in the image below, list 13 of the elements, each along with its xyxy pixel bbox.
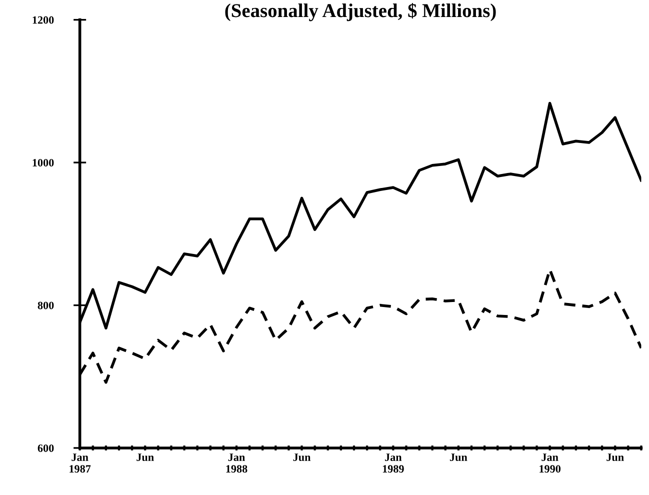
x-tick-label: Jun: [450, 454, 468, 462]
y-tick-label: 800: [38, 302, 54, 310]
x-tick-label: Jun: [136, 454, 154, 462]
y-tick-label: 1200: [32, 16, 54, 24]
x-tick-label: Jun: [606, 454, 624, 462]
x-tick-label: Jun: [293, 454, 311, 462]
x-tick-label: Jan 1987: [70, 454, 91, 473]
x-tick-label: Jan 1989: [382, 454, 404, 473]
x-tick-label: Jan 1990: [540, 454, 561, 473]
x-tick-label: Jan 1988: [226, 454, 248, 473]
y-tick-label: 600: [38, 444, 54, 452]
chart-title: (Seasonally Adjusted, $ Millions): [225, 2, 496, 22]
y-tick-label: 1000: [32, 158, 54, 166]
